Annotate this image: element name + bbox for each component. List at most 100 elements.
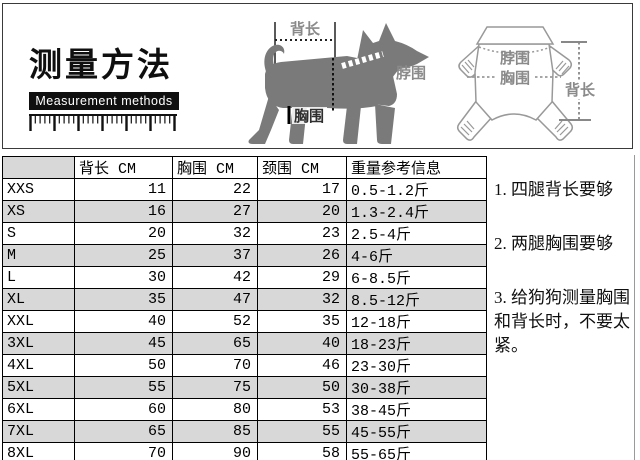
back_cm-cell: 70 [74,442,173,460]
table-row: 3XL 45 65 40 18-23斤 [2,332,487,355]
dog-back-length-label: 背长 [290,20,321,38]
weight-cell: 12-18斤 [346,310,487,333]
column-header-chest_cm: 胸围 CM [172,156,258,179]
garment-outline [456,26,574,141]
measurement-methods-panel: 测量方法 Measurement methods [2,3,633,149]
neck_cm-cell: 29 [257,266,347,289]
neckline-dotted [478,46,552,55]
back-length-guides [274,22,336,66]
garment-measurement-diagram: 脖围 胸围 背长 [456,26,596,141]
dog-neck-label: 脖围 [396,64,426,82]
weight-cell: 30-38斤 [346,376,487,399]
size-cell: L [2,266,75,289]
column-header-weight: 重量参考信息 [346,156,487,179]
back_cm-cell: 45 [74,332,173,355]
garment-neck-label: 脖围 [500,49,530,67]
note-item: 1. 四腿背长要够 [494,180,613,199]
column-header-neck_cm: 颈围 CM [257,156,347,179]
neck_cm-cell: 23 [257,222,347,245]
table-row: 8XL 70 90 58 55-65斤 [2,442,487,460]
weight-cell: 45-55斤 [346,420,487,443]
neck_cm-cell: 55 [257,420,347,443]
dog-chest-label: 胸围 [294,107,324,125]
title-block: 测量方法 Measurement methods [29,38,185,138]
page-title: 测量方法 [29,46,173,83]
size-cell: 7XL [2,420,75,443]
back_cm-cell: 55 [74,376,173,399]
back_cm-cell: 16 [74,200,173,223]
neck_cm-cell: 46 [257,354,347,377]
size-cell: 4XL [2,354,75,377]
size-table-header: 背长 CM 胸围 CM 颈围 CM 重量参考信息 [2,156,487,179]
table-row: M 25 37 26 4-6斤 [2,244,487,267]
size-cell: XXL [2,310,75,333]
weight-cell: 55-65斤 [346,442,487,460]
table-row: XL 35 47 32 8.5-12斤 [2,288,487,311]
neck_cm-cell: 58 [257,442,347,460]
weight-cell: 1.3-2.4斤 [346,200,487,223]
size-table: 背长 CM 胸围 CM 颈围 CM 重量参考信息 XXS 11 22 17 0.5-1.2斤 X… [2,156,487,460]
back_cm-cell: 25 [74,244,173,267]
chest_cm-cell: 27 [172,200,258,223]
right-edge-divider [634,155,635,460]
chest_cm-cell: 75 [172,376,258,399]
ruler-icon [29,114,177,131]
neck_cm-cell: 40 [257,332,347,355]
table-row: 7XL 65 85 55 45-55斤 [2,420,487,443]
table-row: 6XL 60 80 53 38-45斤 [2,398,487,421]
size-cell: XXS [2,178,75,201]
weight-cell: 4-6斤 [346,244,487,267]
neck_cm-cell: 17 [257,178,347,201]
size-cell: XL [2,288,75,311]
weight-cell: 2.5-4斤 [346,222,487,245]
garment-chest-label: 胸围 [500,69,530,87]
size-cell: S [2,222,75,245]
size-cell: XS [2,200,75,223]
chest_cm-cell: 85 [172,420,258,443]
chest_cm-cell: 22 [172,178,258,201]
table-row: L 30 42 29 6-8.5斤 [2,266,487,289]
size-cell: M [2,244,75,267]
back_cm-cell: 35 [74,288,173,311]
chest_cm-cell: 47 [172,288,258,311]
chest_cm-cell: 65 [172,332,258,355]
neck_cm-cell: 26 [257,244,347,267]
size-table-section: 背长 CM 胸围 CM 颈围 CM 重量参考信息 XXS 11 22 17 0.5-1.2斤 X… [2,156,487,460]
table-row: XS 16 27 20 1.3-2.4斤 [2,200,487,223]
back_cm-cell: 20 [74,222,173,245]
neck_cm-cell: 53 [257,398,347,421]
column-header-back_cm: 背长 CM [74,156,173,179]
back_cm-cell: 30 [74,266,173,289]
back_cm-cell: 50 [74,354,173,377]
weight-cell: 0.5-1.2斤 [346,178,487,201]
fit-notes: 1. 四腿背长要够 2. 两腿胸围要够 3. 给狗狗测量胸围和背长时，不要太紧。 [494,178,636,388]
size-cell: 6XL [2,398,75,421]
size-cell: 8XL [2,442,75,460]
size-cell: 5XL [2,376,75,399]
chest_cm-cell: 42 [172,266,258,289]
chest_cm-cell: 52 [172,310,258,333]
chest_cm-cell: 70 [172,354,258,377]
neck_cm-cell: 50 [257,376,347,399]
column-header-size [2,156,75,179]
neck_cm-cell: 32 [257,288,347,311]
back_cm-cell: 40 [74,310,173,333]
size-cell: 3XL [2,332,75,355]
weight-cell: 23-30斤 [346,354,487,377]
back_cm-cell: 11 [74,178,173,201]
table-row: S 20 32 23 2.5-4斤 [2,222,487,245]
chest_cm-cell: 90 [172,442,258,460]
header-row: 背长 CM 胸围 CM 颈围 CM 重量参考信息 [2,156,487,179]
weight-cell: 18-23斤 [346,332,487,355]
weight-cell: 38-45斤 [346,398,487,421]
size-table-body: XXS 11 22 17 0.5-1.2斤 XS 16 27 20 1.3-2.4斤 S 20 32 23… [2,178,487,460]
weight-cell: 6-8.5斤 [346,266,487,289]
garment-back-length-label: 背长 [565,81,596,99]
table-row: 4XL 50 70 46 23-30斤 [2,354,487,377]
neck_cm-cell: 20 [257,200,347,223]
chest_cm-cell: 37 [172,244,258,267]
subtitle-banner: Measurement methods [29,92,179,110]
table-row: XXL 40 52 35 12-18斤 [2,310,487,333]
table-row: 5XL 55 75 50 30-38斤 [2,376,487,399]
